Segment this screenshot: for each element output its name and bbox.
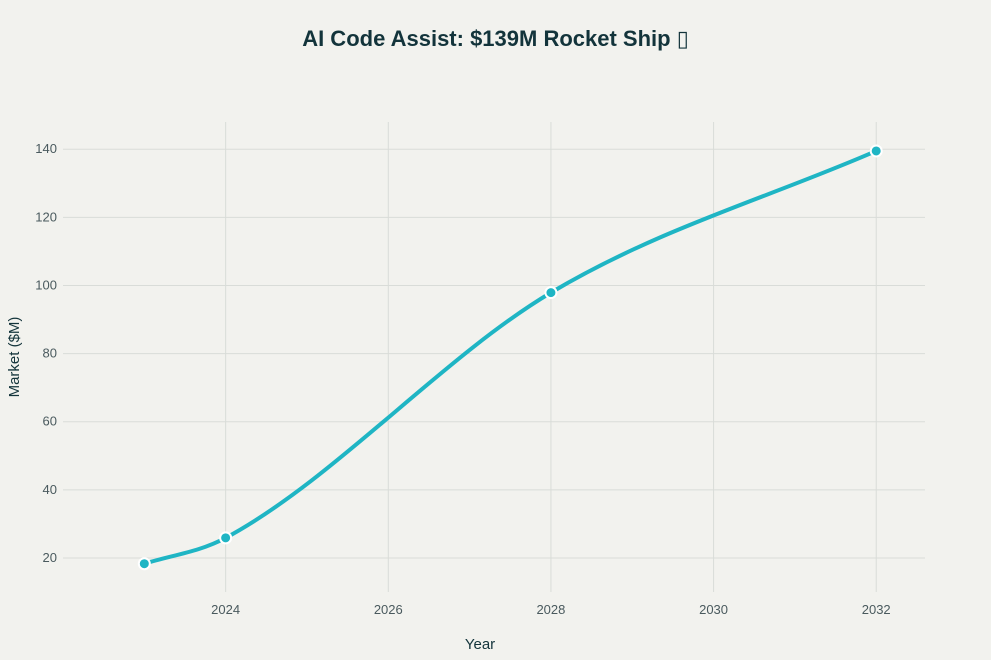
chart-title: AI Code Assist: $139M Rocket Ship ▯: [302, 26, 689, 51]
y-tick-label: 80: [43, 346, 57, 361]
y-tick-label: 20: [43, 550, 57, 565]
y-tick-label: 140: [35, 141, 57, 156]
series-line: [142, 148, 879, 566]
y-tick-label: 60: [43, 414, 57, 429]
x-tick-label: 2026: [374, 602, 403, 617]
y-tick-label: 40: [43, 482, 57, 497]
x-axis-label: Year: [465, 636, 495, 653]
y-tick-label: 100: [35, 277, 57, 292]
x-tick-label: 2024: [211, 602, 240, 617]
data-point: [137, 557, 151, 571]
y-axis-label: Market ($M): [6, 317, 23, 398]
data-point: [869, 144, 883, 158]
x-tick-label: 2032: [862, 602, 891, 617]
data-point: [544, 286, 558, 300]
y-tick-label: 120: [35, 209, 57, 224]
data-point: [219, 531, 233, 545]
x-tick-label: 2030: [699, 602, 728, 617]
x-tick-label: 2028: [536, 602, 565, 617]
